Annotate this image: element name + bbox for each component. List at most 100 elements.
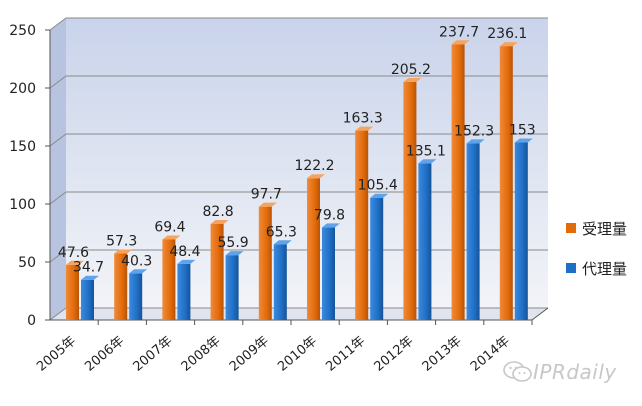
wechat-icon <box>503 361 532 382</box>
data-label-agency: 40.3 <box>121 253 152 269</box>
legend: 受理量 代理量 <box>566 208 627 288</box>
bar-accepted <box>258 202 277 320</box>
bar-accepted-top <box>403 77 422 82</box>
bar-agency <box>81 275 99 320</box>
bar-agency-front <box>370 197 384 320</box>
legend-label-accepted: 受理量 <box>582 219 628 238</box>
data-label-agency: 55.9 <box>218 235 249 251</box>
x-tick-label: 2007年 <box>131 334 176 375</box>
x-tick-label: 2010年 <box>275 334 320 375</box>
bar-agency-top <box>418 159 437 164</box>
bar-accepted-front <box>355 130 369 320</box>
bar-accepted-top <box>114 249 133 254</box>
bar-accepted <box>210 219 229 320</box>
bar-agency-top <box>81 275 99 280</box>
data-label-agency: 79.8 <box>314 207 345 223</box>
bar-agency-front <box>177 263 191 320</box>
data-label-accepted: 236.1 <box>487 26 527 42</box>
bar-accepted <box>66 260 84 320</box>
data-label-agency: 135.1 <box>406 143 446 159</box>
bar-accepted-front <box>307 178 320 320</box>
data-label-accepted: 97.7 <box>251 187 282 203</box>
bar-accepted-top <box>210 219 229 224</box>
bar-agency <box>129 269 148 320</box>
y-tick-label: 200 <box>9 81 36 97</box>
bar-agency-top <box>322 223 340 228</box>
x-tick-label: 2008年 <box>179 334 224 375</box>
data-label-agency: 152.3 <box>454 123 494 139</box>
bar-agency <box>370 193 389 320</box>
x-tick-label: 2013年 <box>420 334 465 375</box>
bar-agency-front <box>514 142 528 320</box>
legend-swatch-agency <box>566 263 576 273</box>
bar-accepted-top <box>258 202 277 207</box>
data-label-accepted: 47.6 <box>58 245 89 261</box>
data-label-agency: 65.3 <box>266 224 297 240</box>
y-tick-label: 100 <box>9 197 36 213</box>
x-tick-label: 2006年 <box>82 334 127 375</box>
data-label-accepted: 57.3 <box>106 234 137 250</box>
bar-agency-front <box>466 143 480 320</box>
x-tick-label: 2012年 <box>372 334 417 375</box>
watermark: IPRdaily <box>503 360 617 384</box>
bar-accepted-top <box>355 126 374 131</box>
bar-agency <box>322 223 340 320</box>
data-label-accepted: 237.7 <box>439 24 479 40</box>
x-tick-label: 2009年 <box>227 334 272 375</box>
gridline <box>49 249 548 263</box>
bar-accepted <box>355 126 374 320</box>
bar-accepted-front <box>403 81 417 320</box>
bar-agency-top <box>177 259 196 264</box>
bar-accepted <box>499 42 518 321</box>
bar-accepted-top <box>499 42 518 47</box>
y-tick-label: 150 <box>9 139 36 155</box>
x-tick-label: 2005年 <box>34 334 79 375</box>
bar-agency <box>514 138 533 320</box>
bar-agency-top <box>466 139 485 144</box>
bar-accepted-front <box>451 44 465 320</box>
bar-accepted <box>114 249 133 320</box>
y-tick-label: 50 <box>18 255 36 271</box>
bar-accepted <box>162 235 181 320</box>
plot-side-wall <box>50 18 66 320</box>
bar-agency <box>418 159 437 320</box>
bar-accepted-top <box>66 260 84 265</box>
bar-agency <box>466 139 485 320</box>
y-tick-label: 0 <box>27 313 36 329</box>
bar-agency <box>273 240 292 320</box>
bar-accepted-top <box>307 174 325 179</box>
bar-accepted-front <box>258 206 272 320</box>
watermark-text: IPRdaily <box>533 360 617 384</box>
bar-accepted-front <box>66 264 79 320</box>
bar-agency <box>225 251 244 320</box>
bar-accepted-front <box>499 46 513 321</box>
bar-agency-front <box>418 163 432 320</box>
gridline <box>49 133 548 147</box>
x-tick-label: 2011年 <box>323 334 368 375</box>
bar-agency-front <box>225 255 239 320</box>
bar-agency-front <box>322 227 335 320</box>
legend-item-agency: 代理量 <box>566 248 627 288</box>
data-label-accepted: 122.2 <box>294 158 334 174</box>
bar-agency-top <box>273 240 292 245</box>
data-label-accepted: 69.4 <box>154 219 185 235</box>
bar-accepted <box>307 174 325 320</box>
bar-accepted <box>451 40 470 320</box>
legend-label-agency: 代理量 <box>582 259 628 278</box>
bar-agency-front <box>273 244 287 320</box>
bar-agency-front <box>81 279 94 320</box>
x-axis-depth-line <box>531 307 549 321</box>
bar-accepted-top <box>162 235 181 240</box>
bar-agency-top <box>225 251 244 256</box>
gridline <box>49 75 548 89</box>
data-label-accepted: 163.3 <box>343 111 383 127</box>
bar-accepted-front <box>114 253 128 320</box>
bar-agency <box>177 259 196 320</box>
data-label-agency: 153 <box>509 123 536 139</box>
legend-item-accepted: 受理量 <box>566 208 627 248</box>
bar-accepted <box>403 77 422 320</box>
gridline <box>49 191 548 205</box>
bar-agency-top <box>129 269 148 274</box>
